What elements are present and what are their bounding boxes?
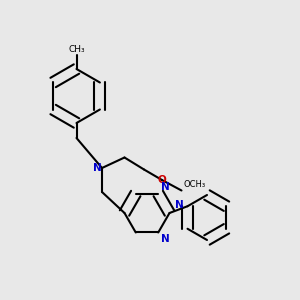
Text: O: O	[158, 175, 166, 185]
Text: N: N	[175, 200, 184, 210]
Text: N: N	[161, 182, 170, 192]
Text: N: N	[93, 163, 102, 173]
Text: N: N	[161, 234, 170, 244]
Text: CH₃: CH₃	[68, 45, 85, 54]
Text: OCH₃: OCH₃	[183, 180, 205, 189]
